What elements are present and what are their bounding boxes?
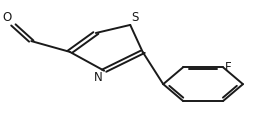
Text: O: O	[3, 11, 12, 24]
Text: N: N	[94, 71, 103, 84]
Text: S: S	[131, 11, 139, 24]
Text: F: F	[225, 61, 232, 74]
